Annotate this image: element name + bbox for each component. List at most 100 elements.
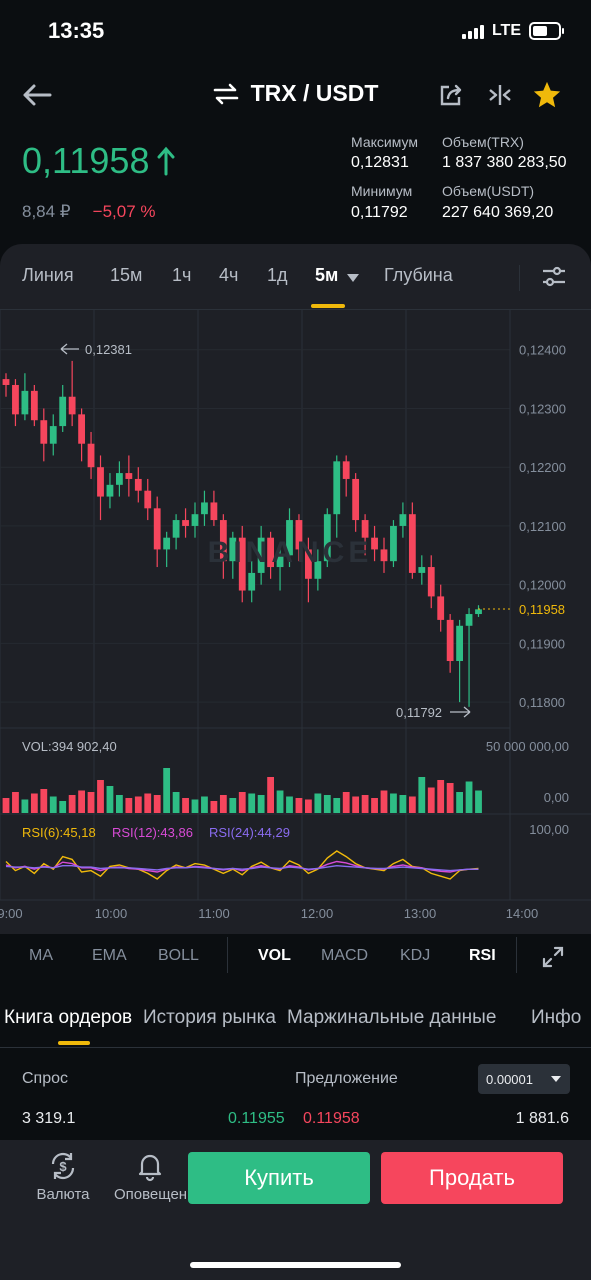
buy-button[interactable]: Купить: [188, 1152, 370, 1204]
candle-body: [418, 567, 426, 573]
tab-order-book[interactable]: Книга ордеров: [4, 1007, 133, 1028]
price-tick-label: 0,12400: [519, 343, 566, 358]
candle-body: [21, 390, 29, 415]
volume-bar: [371, 798, 378, 813]
candle-body: [12, 384, 19, 415]
volume-bar: [418, 777, 426, 813]
candle-body: [295, 520, 303, 550]
share-icon[interactable]: [436, 80, 468, 110]
indicator-ema[interactable]: EMA: [92, 947, 127, 964]
tab-5m[interactable]: 5м: [315, 265, 339, 285]
price-sub: 8,84 ₽ −5,07 %: [22, 202, 156, 222]
candle-body: [390, 525, 397, 562]
bid-label: Спрос: [22, 1070, 69, 1087]
volume-bar: [380, 790, 388, 813]
indicator-kdj[interactable]: KDJ: [400, 947, 431, 964]
tab-line[interactable]: Линия: [22, 265, 74, 285]
last-price-value: 0,11958: [22, 140, 150, 181]
volume-max-tick: 50 000 000,00: [486, 739, 569, 754]
tab-depth[interactable]: Глубина: [384, 265, 453, 285]
indicator-ma[interactable]: MA: [29, 947, 53, 964]
candle-body: [238, 537, 246, 591]
last-price-tag: 0,11958: [519, 602, 565, 617]
rsi-max-tick: 100,00: [529, 822, 569, 837]
volume-bar: [172, 792, 180, 813]
volume-bar: [314, 793, 322, 813]
currency-nav[interactable]: $ Валюта: [30, 1150, 96, 1203]
rsi6-line: [5, 850, 479, 880]
volume-bar: [465, 781, 473, 813]
volume-bar: [323, 795, 331, 813]
candle-body: [267, 537, 274, 568]
candle-body: [182, 520, 189, 526]
volume-bar: [40, 789, 48, 813]
candle-body: [276, 555, 284, 568]
price-change: −5,07 %: [92, 202, 156, 221]
volume-bar: [475, 790, 482, 813]
tab-1h[interactable]: 1ч: [172, 265, 192, 285]
indicator-rsi[interactable]: RSI: [469, 947, 496, 964]
swap-icon[interactable]: [213, 83, 239, 105]
chart-settings-icon[interactable]: [541, 266, 567, 288]
caret-down-icon[interactable]: [346, 273, 360, 283]
volume-bar: [12, 792, 19, 813]
volume-bar: [78, 790, 85, 813]
volume-zero-tick: 0,00: [544, 790, 569, 805]
volume-bar: [219, 795, 227, 813]
rsi6-label: RSI(6):45,18: [22, 825, 96, 840]
candle-body: [97, 467, 104, 497]
bid-price[interactable]: 0.11955: [228, 1110, 285, 1127]
alerts-nav[interactable]: Оповещения: [112, 1150, 188, 1203]
tab-info[interactable]: Инфо: [531, 1007, 582, 1028]
max-value: 0,12831: [351, 154, 409, 171]
volume-bar: [352, 796, 360, 813]
ask-price[interactable]: 0.11958: [303, 1110, 360, 1127]
rsi-lines: [5, 850, 479, 880]
candle-body: [437, 596, 445, 620]
rsi24-label: RSI(24):44,29: [209, 825, 290, 840]
candlestick-chart[interactable]: BINANCE 0,124000,123000,122000,121000,12…: [0, 310, 591, 930]
volume-bar: [257, 795, 265, 813]
candle-body: [153, 508, 161, 550]
indicator-vol[interactable]: VOL: [258, 947, 291, 964]
candle-body: [144, 490, 152, 509]
up-arrow-icon: [157, 146, 175, 176]
compare-icon[interactable]: [484, 80, 516, 110]
volume-bar: [191, 799, 199, 813]
volume-bar: [333, 798, 341, 813]
price-tick-label: 0,11900: [519, 636, 565, 651]
precision-select[interactable]: 0.00001: [478, 1064, 570, 1094]
volume-bar: [446, 783, 454, 813]
back-arrow-icon[interactable]: [20, 78, 54, 112]
time-tick-label: 9:00: [0, 906, 23, 921]
precision-value: 0.00001: [486, 1071, 533, 1087]
bid-qty: 3 319.1: [22, 1110, 76, 1127]
price-tick-label: 0,12100: [519, 519, 566, 534]
candles: [2, 360, 482, 707]
candle-body: [456, 625, 463, 662]
rsi24-line: [5, 864, 479, 872]
volume-bar: [456, 792, 463, 813]
time-tick-label: 11:00: [198, 906, 230, 921]
active-tab-indicator: [311, 304, 345, 308]
favorite-star-icon[interactable]: [530, 78, 564, 112]
tab-15m[interactable]: 15м: [110, 265, 143, 285]
low-marker: 0,11792: [396, 705, 471, 720]
indicator-macd[interactable]: MACD: [321, 947, 369, 964]
ask-label: Предложение: [295, 1070, 398, 1087]
tab-1d[interactable]: 1д: [267, 265, 288, 285]
tab-margin-data[interactable]: Маржинальные данные: [287, 1007, 497, 1028]
sell-button[interactable]: Продать: [381, 1152, 563, 1204]
fullscreen-icon[interactable]: [541, 945, 565, 969]
pair-title[interactable]: TRX / USDT: [250, 80, 379, 106]
tab-market-history[interactable]: История рынка: [143, 1007, 276, 1028]
candle-body: [106, 484, 114, 497]
candle-body: [30, 390, 38, 421]
indicator-boll[interactable]: BOLL: [158, 947, 199, 964]
chart-panel: [0, 244, 591, 934]
volume-bar: [437, 780, 445, 813]
max-label: Максимум: [351, 134, 418, 150]
currency-exchange-icon: $: [51, 1152, 75, 1180]
candle-body: [475, 609, 482, 615]
tab-4h[interactable]: 4ч: [219, 265, 239, 285]
